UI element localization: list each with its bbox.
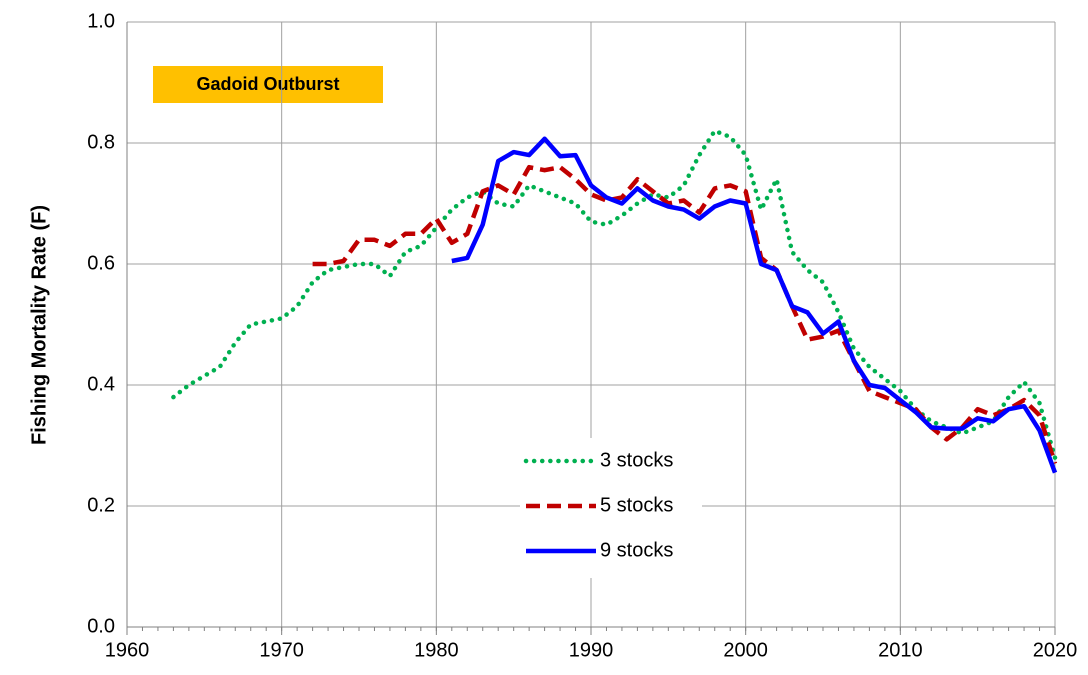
- x-tick-label: 1990: [569, 639, 614, 661]
- y-tick-label: 1.0: [87, 10, 115, 32]
- x-tick-label: 1960: [105, 639, 150, 661]
- series-line: [451, 136, 1058, 474]
- legend-label: 5 stocks: [600, 494, 673, 516]
- x-tick-label: 2020: [1033, 639, 1078, 661]
- y-tick-label: 0.6: [87, 252, 115, 274]
- x-tick-label: 2000: [723, 639, 768, 661]
- series-line: [171, 128, 1058, 460]
- annotation-box: [153, 66, 383, 103]
- y-tick-label: 0.4: [87, 373, 115, 395]
- y-tick-label: 0.0: [87, 615, 115, 637]
- legend-label: 3 stocks: [600, 449, 673, 471]
- x-tick-label: 1980: [414, 639, 459, 661]
- x-tick-label: 1970: [259, 639, 304, 661]
- y-tick-label: 0.2: [87, 494, 115, 516]
- y-axis-label: Fishing Mortality Rate (F): [28, 205, 50, 445]
- x-tick-label: 2010: [878, 639, 923, 661]
- legend-label: 9 stocks: [600, 539, 673, 561]
- annotation: Gadoid Outburst: [197, 74, 340, 94]
- y-tick-label: 0.8: [87, 131, 115, 153]
